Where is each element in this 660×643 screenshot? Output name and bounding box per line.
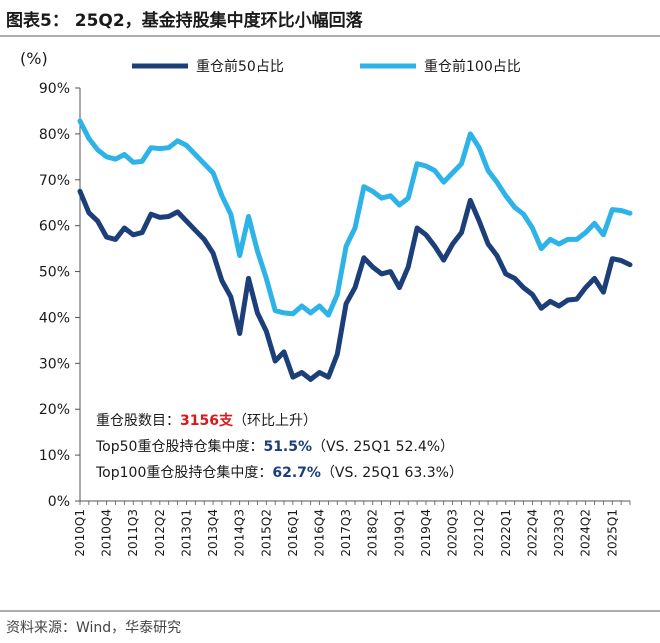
y-tick-label: 60% — [39, 219, 70, 235]
x-tick-label: 2013Q1 — [179, 509, 193, 557]
x-tick-label: 2011Q3 — [126, 509, 140, 557]
y-tick-label: 80% — [39, 127, 70, 143]
annotation-3-prefix: Top100重仓股持仓集中度： — [95, 464, 272, 481]
x-tick-label: 2018Q2 — [366, 509, 380, 557]
y-axis-unit: (%) — [20, 49, 48, 68]
annotation-1-suffix: （环比上升） — [233, 413, 317, 429]
annotation-line-1: 重仓股数目：3156支（环比上升） — [96, 412, 317, 429]
y-tick-label: 0% — [48, 494, 70, 510]
y-tick-label: 70% — [39, 173, 70, 189]
legend-label-series1: 重仓前50占比 — [196, 58, 284, 75]
legend-label-series2: 重仓前100占比 — [424, 58, 521, 75]
x-tick-label: 2015Q2 — [259, 509, 273, 557]
series-line-2 — [77, 118, 633, 318]
x-tick-label: 2010Q1 — [73, 509, 87, 557]
annotation-1-prefix: 重仓股数目： — [96, 413, 180, 429]
series-line-1 — [77, 188, 633, 382]
y-tick-label: 10% — [39, 448, 70, 464]
annotation-3-suffix: （VS. 25Q1 63.3%） — [321, 465, 463, 481]
y-tick-label: 90% — [39, 81, 70, 97]
x-tick-label: 2023Q3 — [552, 509, 566, 557]
annotation-box: 重仓股数目：3156支（环比上升） Top50重仓股持仓集中度：51.5%（VS… — [95, 412, 463, 481]
source-note: 资料来源：Wind，华泰研究 — [6, 620, 181, 636]
x-tick-label: 2021Q2 — [472, 509, 486, 557]
x-tick-label: 2013Q4 — [206, 509, 220, 557]
annotation-2-value: 51.5% — [263, 439, 312, 455]
x-axis: 2010Q1 2010Q4 2011Q3 2012Q2 2013Q1 2013Q4 2014… — [73, 500, 631, 557]
annotation-2-suffix: （VS. 25Q1 52.4%） — [312, 439, 454, 455]
y-axis: 0% 10% 20% 30% 40% 50% 60% 70% 80% 90% — [39, 81, 81, 510]
x-tick-label: 2022Q4 — [525, 509, 539, 557]
x-tick-label: 2012Q2 — [153, 509, 167, 557]
annotation-line-3: Top100重仓股持仓集中度：62.7%（VS. 25Q1 63.3%） — [95, 464, 463, 481]
x-tick-label: 2025Q1 — [605, 509, 619, 557]
figure-title: 图表5： 25Q2，基金持股集中度环比小幅回落 — [6, 10, 364, 31]
y-tick-label: 40% — [39, 310, 70, 326]
x-tick-label: 2017Q3 — [339, 509, 353, 557]
x-tick-label: 2022Q1 — [499, 509, 513, 557]
x-tick-label: 2024Q2 — [579, 509, 593, 557]
x-tick-label: 2019Q1 — [392, 509, 406, 557]
annotation-1-value: 3156支 — [180, 412, 234, 429]
x-tick-label: 2020Q3 — [446, 509, 460, 557]
x-tick-label: 2014Q3 — [233, 509, 247, 557]
x-tick-label: 2010Q4 — [100, 509, 114, 557]
annotation-2-prefix: Top50重仓股持仓集中度： — [95, 438, 263, 455]
x-tick-label: 2016Q4 — [313, 509, 327, 557]
y-tick-label: 50% — [39, 265, 70, 281]
annotation-3-value: 62.7% — [272, 465, 321, 481]
annotation-line-2: Top50重仓股持仓集中度：51.5%（VS. 25Q1 52.4%） — [95, 438, 454, 455]
y-tick-label: 20% — [39, 402, 70, 418]
series-layer — [77, 118, 633, 382]
x-tick-label: 2016Q1 — [286, 509, 300, 557]
x-tick-label: 2019Q4 — [419, 509, 433, 557]
legend: 重仓前50占比 重仓前100占比 — [132, 58, 521, 75]
y-tick-label: 30% — [39, 356, 70, 372]
